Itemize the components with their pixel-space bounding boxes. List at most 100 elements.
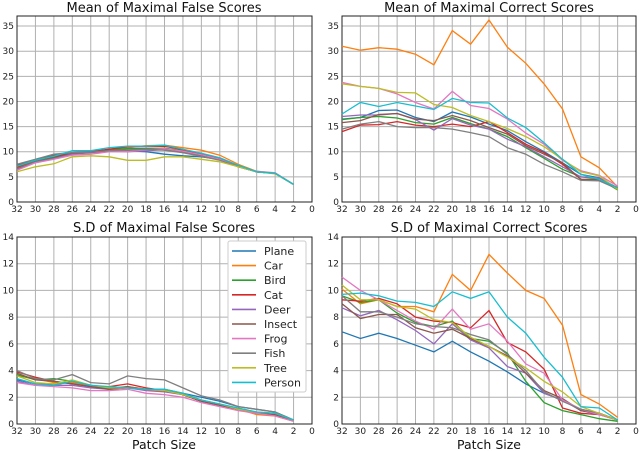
y-tick-label: 14 (3, 233, 15, 243)
legend-label-deer: Deer (264, 303, 291, 316)
plot-frame (341, 15, 637, 203)
legend-label-person: Person (264, 376, 301, 389)
y-tick-label: 15 (328, 123, 339, 133)
x-tick-label: 10 (214, 205, 226, 215)
y-tick-label: 25 (3, 72, 14, 82)
x-tick-label: 4 (272, 427, 278, 437)
series-line-plane (341, 109, 618, 189)
y-tick-label: 5 (8, 173, 14, 183)
x-tick-label: 22 (103, 427, 114, 437)
series-line-person (341, 97, 618, 189)
y-tick-label: 0 (8, 420, 14, 430)
title-sd-correct: S.D of Maximal Correct Scores (391, 221, 588, 236)
series-line-frog (16, 381, 294, 422)
title-sd-false: S.D of Maximal False Scores (73, 221, 255, 236)
series-line-car (341, 18, 619, 188)
legend-label-plane: Plane (264, 245, 294, 258)
y-tick-label: 8 (8, 313, 14, 323)
x-tick-label: 12 (520, 205, 531, 215)
x-tick-label: 0 (633, 427, 639, 437)
x-tick-label: 22 (428, 205, 439, 215)
title-mean-false: Mean of Maximal False Scores (66, 1, 261, 16)
x-tick-label: 26 (391, 205, 403, 215)
x-tick-label: 8 (235, 427, 241, 437)
y-tick-label: 4 (333, 367, 339, 377)
y-tick-label: 20 (3, 97, 15, 107)
x-tick-label: 4 (596, 427, 602, 437)
y-tick-label: 30 (328, 47, 340, 57)
plot-frame (16, 15, 313, 203)
series-line-car (341, 253, 618, 418)
legend-label-tree: Tree (263, 362, 287, 375)
y-tick-label: 25 (328, 72, 339, 82)
x-tick-label: 18 (465, 205, 477, 215)
y-tick-label: 10 (328, 286, 340, 296)
x-tick-label: 20 (447, 427, 459, 437)
y-tick-label: 14 (328, 233, 340, 243)
x-tick-label: 16 (159, 427, 171, 437)
y-tick-label: 30 (3, 47, 15, 57)
legend-label-fish: Fish (264, 347, 285, 360)
x-tick-label: 32 (11, 205, 22, 215)
y-tick-label: 0 (8, 198, 14, 208)
y-tick-label: 0 (333, 420, 339, 430)
series-line-car (16, 144, 294, 185)
series-line-tree (16, 155, 294, 185)
x-tick-label: 28 (48, 427, 60, 437)
x-tick-label: 24 (85, 427, 97, 437)
y-tick-label: 10 (3, 286, 15, 296)
y-tick-label: 2 (8, 393, 14, 403)
y-tick-label: 4 (8, 367, 14, 377)
x-tick-label: 6 (578, 427, 584, 437)
legend-box (227, 240, 307, 393)
legend-label-cat: Cat (264, 289, 283, 302)
x-tick-label: 32 (11, 427, 22, 437)
x-tick-label: 12 (520, 427, 531, 437)
x-tick-label: 24 (85, 205, 97, 215)
x-tick-label: 26 (67, 205, 79, 215)
x-tick-label: 12 (196, 205, 207, 215)
series-line-tree (341, 83, 618, 190)
x-tick-label: 4 (596, 205, 602, 215)
y-tick-label: 5 (333, 173, 339, 183)
series-line-tree (341, 284, 618, 421)
x-tick-label: 20 (122, 427, 134, 437)
x-tick-label: 6 (578, 205, 584, 215)
plot-frame (341, 236, 637, 425)
series-line-person (341, 291, 618, 421)
x-tick-label: 32 (336, 205, 347, 215)
x-tick-label: 6 (254, 427, 260, 437)
x-tick-label: 20 (122, 205, 134, 215)
x-tick-label: 6 (254, 205, 260, 215)
x-tick-label: 10 (538, 427, 550, 437)
x-tick-label: 8 (235, 205, 241, 215)
y-tick-label: 10 (328, 148, 340, 158)
y-tick-label: 12 (3, 260, 14, 270)
x-tick-label: 26 (67, 427, 79, 437)
x-tick-label: 24 (410, 205, 422, 215)
x-tick-label: 8 (560, 427, 566, 437)
series-line-fish (341, 120, 618, 190)
xlabel-sd-correct: Patch Size (457, 437, 521, 451)
xlabel-sd-false: Patch Size (132, 437, 196, 451)
x-tick-label: 22 (428, 427, 439, 437)
x-tick-label: 0 (309, 427, 315, 437)
y-tick-label: 0 (333, 198, 339, 208)
y-tick-label: 15 (3, 123, 14, 133)
x-tick-label: 18 (140, 427, 152, 437)
x-tick-label: 30 (30, 205, 42, 215)
x-tick-label: 18 (465, 427, 477, 437)
series-line-person (16, 377, 294, 421)
y-tick-label: 8 (333, 313, 339, 323)
x-tick-label: 14 (177, 427, 189, 437)
x-tick-label: 16 (483, 427, 495, 437)
y-tick-label: 10 (3, 148, 15, 158)
series-line-fish (16, 370, 294, 421)
x-tick-label: 26 (391, 427, 403, 437)
x-tick-label: 10 (214, 427, 226, 437)
legend-label-car: Car (264, 260, 283, 273)
x-tick-label: 2 (291, 205, 297, 215)
x-tick-label: 30 (355, 427, 367, 437)
x-tick-label: 2 (291, 427, 297, 437)
